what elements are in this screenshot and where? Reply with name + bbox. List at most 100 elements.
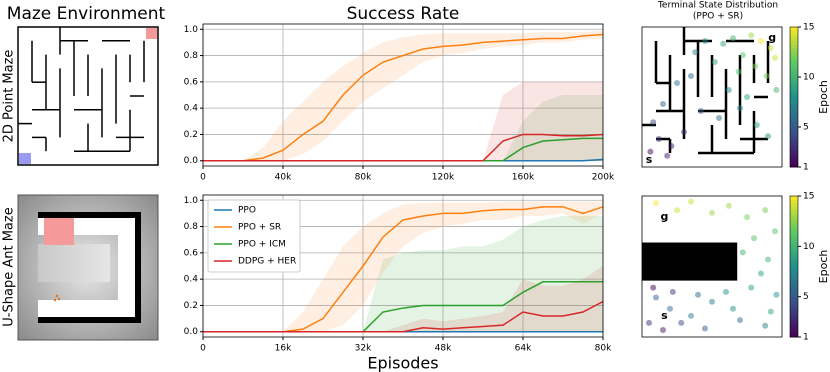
colorbar-cell xyxy=(790,206,798,211)
x-axis-label: Episodes xyxy=(367,354,438,372)
terminal-point xyxy=(748,284,755,291)
colorbar-tick-label: 10 xyxy=(803,73,815,83)
colorbar-cell xyxy=(790,79,798,84)
terminal-point xyxy=(765,256,771,263)
colorbar-cell xyxy=(790,284,798,289)
colorbar-cell xyxy=(790,44,798,49)
legend-label: DDPG + HER xyxy=(238,257,296,267)
annotation: g xyxy=(660,210,668,223)
colorbar-label: Epoch xyxy=(817,80,830,114)
terminal-point xyxy=(669,288,676,295)
terminal-point xyxy=(674,207,680,214)
terminal-point xyxy=(753,122,760,128)
annotation: s xyxy=(646,153,653,166)
x-tick-label: 64k xyxy=(515,344,532,354)
x-tick-label: 160k xyxy=(512,173,535,183)
colorbar-cell xyxy=(790,34,798,38)
terminal-point xyxy=(720,40,727,47)
x-tick-label: 16k xyxy=(275,344,292,354)
colorbar-cell xyxy=(790,118,798,122)
confidence-band xyxy=(203,201,603,332)
terminal-point xyxy=(758,270,764,277)
terminal-point xyxy=(744,94,750,100)
terminal-point xyxy=(688,312,694,319)
terminal-point xyxy=(762,207,769,214)
terminal-point xyxy=(678,319,685,326)
terminal-point xyxy=(650,284,657,291)
terminal-point xyxy=(655,136,662,142)
terminal-point xyxy=(751,235,757,242)
terminal-point xyxy=(653,294,659,301)
colorbar-cell xyxy=(790,125,798,129)
terminal-point xyxy=(660,326,666,333)
terminal-point xyxy=(762,322,769,329)
plot-frame xyxy=(641,195,783,338)
terminal-point xyxy=(650,119,657,126)
y-tick-label: 0.0 xyxy=(184,327,199,337)
colorbar-cell xyxy=(790,65,798,70)
terminal-point xyxy=(773,87,780,93)
colorbar-cell xyxy=(790,333,798,338)
terminal-point xyxy=(709,298,715,305)
terminal-point xyxy=(730,305,736,312)
series-line xyxy=(203,300,604,333)
colorbar-label: Epoch xyxy=(817,250,830,284)
terminal-point xyxy=(735,68,742,75)
column-title: Maze Environment xyxy=(7,4,166,24)
colorbar-cell xyxy=(790,210,798,215)
colorbar-cell xyxy=(790,146,798,150)
colorbar-cell xyxy=(790,86,798,91)
colorbar-cell xyxy=(790,203,798,208)
legend-label: PPO + ICM xyxy=(238,240,286,250)
plot-frame xyxy=(641,26,783,168)
terminal-point xyxy=(692,49,699,56)
annotation: s xyxy=(661,309,668,322)
colorbar-cell xyxy=(790,153,798,157)
colorbar-cell xyxy=(790,308,798,313)
colorbar-cell xyxy=(790,41,798,45)
terminal-point xyxy=(772,228,778,235)
colorbar-tick-label: 5 xyxy=(803,123,809,133)
y-tick-label: 0.6 xyxy=(184,248,199,258)
colorbar-frame xyxy=(789,26,799,168)
terminal-point xyxy=(711,59,718,65)
plot-frame xyxy=(202,23,604,167)
terminal-point xyxy=(763,73,770,79)
colorbar-tick-label: 5 xyxy=(803,292,809,302)
terminal-point xyxy=(723,288,729,295)
confidence-band xyxy=(203,95,603,161)
terminal-point xyxy=(695,291,701,298)
colorbar-cell xyxy=(790,51,798,56)
colorbar-cell xyxy=(790,107,798,112)
colorbar-cell xyxy=(790,248,798,253)
colorbar-cell xyxy=(790,213,798,218)
terminal-point xyxy=(744,214,750,221)
colorbar-cell xyxy=(790,231,798,236)
colorbar-frame xyxy=(789,195,799,338)
colorbar-cell xyxy=(790,62,798,66)
colorbar-cell xyxy=(790,273,798,278)
colorbar-cell xyxy=(790,72,798,77)
legend-label: PPO xyxy=(238,206,256,216)
colorbar-cell xyxy=(790,294,798,299)
colorbar-cell xyxy=(790,163,798,168)
row-label: U-Shape Ant Maze xyxy=(2,207,17,326)
legend-label: PPO + SR xyxy=(238,223,281,233)
colorbar-cell xyxy=(790,160,798,164)
colorbar-cell xyxy=(790,58,798,63)
terminal-point xyxy=(668,143,675,149)
x-tick-label: 0 xyxy=(200,344,206,354)
colorbar-cell xyxy=(790,220,798,225)
column-title: Terminal State Distribution xyxy=(657,1,778,11)
terminal-point xyxy=(660,101,666,107)
colorbar-cell xyxy=(790,76,798,80)
colorbar-cell xyxy=(790,37,798,42)
terminal-point xyxy=(767,45,774,51)
terminal-point xyxy=(647,148,654,155)
colorbar-cell xyxy=(790,97,798,101)
colorbar-cell xyxy=(790,227,798,232)
terminal-point xyxy=(702,38,708,44)
colorbar-cell xyxy=(790,301,798,306)
x-tick-label: 200k xyxy=(592,173,615,183)
colorbar-cell xyxy=(790,104,798,108)
